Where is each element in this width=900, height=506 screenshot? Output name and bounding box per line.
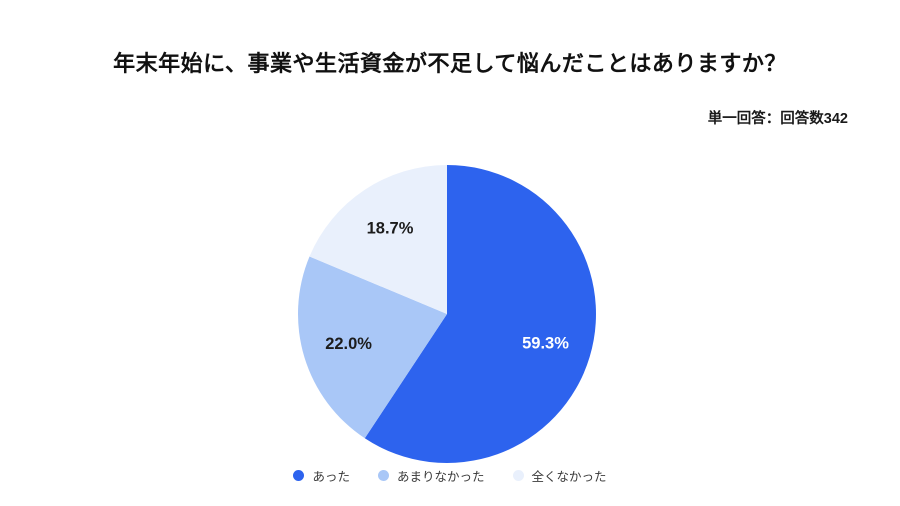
legend-dot-icon — [512, 470, 524, 481]
legend-item: あった — [293, 466, 350, 485]
pie-slice-あった — [364, 165, 596, 463]
response-count-note: 単一回答：回答数342 — [707, 111, 848, 127]
pie-chart-svg: 59.3% 22.0% 18.7% — [297, 165, 596, 463]
pie-slice-全くなかった — [309, 165, 447, 314]
slice-data-label: 59.3% — [522, 335, 569, 353]
slice-data-label: 18.7% — [367, 219, 414, 237]
legend-dot-icon — [377, 470, 389, 481]
legend-label: あまりなかった — [396, 470, 485, 484]
legend: あった あまりなかった 全くなかった — [0, 466, 900, 485]
legend-label: あった — [312, 470, 350, 484]
pie-slice-あまりなかった — [297, 256, 447, 439]
legend-label: 全くなかった — [531, 470, 607, 484]
legend-item: あまりなかった — [377, 466, 485, 485]
chart-title: 年末年始に、事業や生活資金が不足して悩んだことはありますか？ — [113, 51, 787, 76]
legend-item: 全くなかった — [512, 466, 607, 485]
slice-data-label: 22.0% — [325, 335, 372, 353]
legend-dot-icon — [293, 470, 305, 481]
pie-chart: 59.3% 22.0% 18.7% — [287, 154, 607, 474]
